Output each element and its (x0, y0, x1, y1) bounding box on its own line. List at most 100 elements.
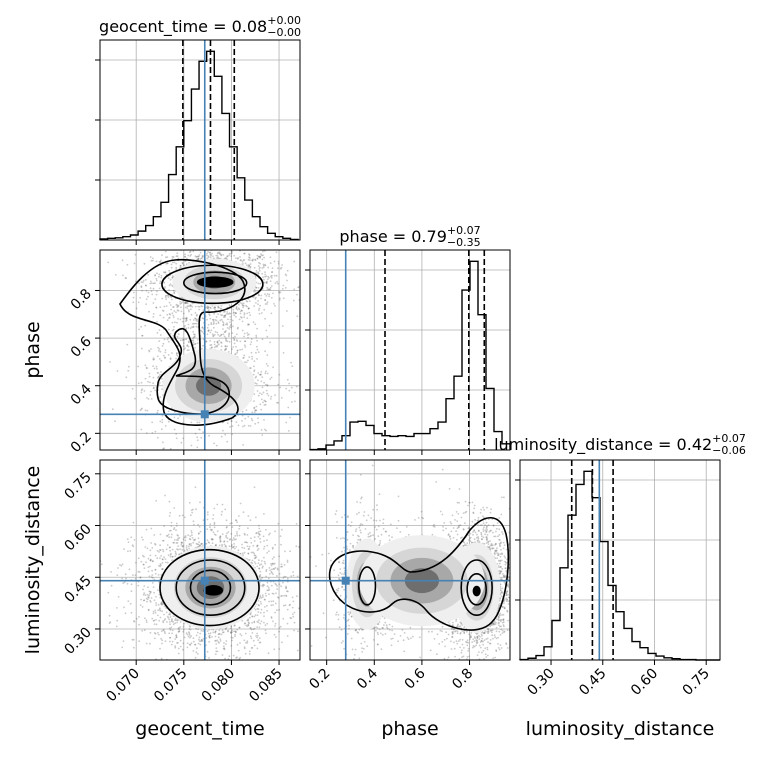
sample-point (255, 375, 258, 378)
sample-point (246, 619, 249, 622)
sample-point (247, 552, 250, 555)
sample-point (176, 309, 179, 312)
sample-point (262, 265, 265, 267)
sample-point (264, 372, 267, 375)
sample-point (230, 636, 233, 639)
sample-point (287, 590, 289, 593)
sample-point (243, 332, 246, 335)
sample-point (275, 274, 278, 277)
sample-point (286, 577, 289, 580)
sample-point (231, 629, 234, 632)
sample-point (182, 630, 185, 633)
sample-point (290, 386, 293, 389)
sample-point (145, 298, 148, 300)
sample-point (230, 252, 233, 255)
sample-point (146, 593, 149, 596)
sample-point (296, 315, 299, 318)
sample-point (206, 254, 208, 257)
sample-point (127, 550, 129, 553)
sample-point (179, 621, 182, 623)
sample-point (257, 282, 260, 285)
sample-point (244, 541, 246, 544)
contour-outer (119, 258, 246, 426)
sample-point (232, 311, 235, 314)
sample-point (268, 295, 270, 298)
sample-point (278, 291, 281, 294)
sample-point (285, 421, 288, 424)
sample-point (183, 516, 186, 519)
sample-point (178, 537, 181, 539)
sample-point (159, 374, 161, 376)
title-prefix: luminosity_distance = (494, 435, 676, 455)
sample-point (200, 305, 203, 307)
sample-point (285, 585, 287, 588)
sample-point (193, 523, 195, 526)
sample-point (288, 382, 290, 385)
sample-point (153, 591, 156, 594)
sample-point (241, 260, 244, 263)
sample-point (288, 389, 291, 392)
sample-point (248, 622, 251, 624)
sample-point (200, 543, 203, 545)
sample-point (238, 657, 241, 660)
sample-point (150, 542, 153, 544)
sample-point (206, 333, 209, 336)
contour-level-2 (161, 264, 264, 305)
sample-point (146, 397, 148, 399)
sample-point (135, 280, 137, 283)
sample-point (224, 657, 227, 660)
sample-point (258, 268, 261, 270)
sample-point (169, 621, 171, 623)
sample-point (191, 323, 194, 325)
sample-point (175, 266, 178, 269)
sample-point (239, 340, 242, 343)
sample-point (189, 327, 192, 330)
sample-point (295, 385, 298, 388)
sample-point (194, 312, 197, 314)
sample-point (259, 570, 262, 573)
sample-point (242, 357, 245, 359)
sample-point (198, 638, 200, 641)
sample-point (265, 363, 268, 365)
sample-point (213, 507, 216, 510)
sample-point (257, 535, 260, 538)
sample-point (226, 311, 229, 313)
sample-point (154, 554, 157, 557)
sample-point (261, 272, 264, 275)
sample-point (275, 251, 278, 254)
sample-point (233, 547, 236, 550)
sample-point (157, 349, 160, 352)
sample-point (249, 267, 252, 269)
sample-point (258, 309, 260, 311)
sample-point (238, 308, 241, 311)
sample-point (241, 309, 244, 312)
sample-point (270, 563, 272, 565)
sample-point (263, 615, 265, 617)
sample-point (183, 536, 186, 539)
sample-point (181, 320, 184, 323)
sample-point (229, 318, 232, 321)
sample-point (222, 324, 225, 327)
sample-point (209, 306, 212, 309)
sample-point (214, 544, 217, 547)
sample-point (256, 327, 258, 330)
sample-point (266, 539, 268, 542)
sample-point (271, 592, 274, 595)
sample-point (271, 274, 273, 277)
sample-point (270, 616, 273, 618)
sample-point (257, 351, 260, 353)
sample-point (161, 642, 163, 645)
sample-point (238, 515, 240, 517)
sample-point (171, 255, 174, 258)
sample-point (150, 348, 152, 350)
sample-point (138, 328, 140, 331)
sample-point (192, 244, 194, 246)
sample-point (189, 628, 192, 631)
sample-point (209, 632, 212, 635)
sample-point (258, 567, 261, 570)
sample-point (232, 308, 235, 311)
sample-point (263, 547, 265, 550)
sample-point (249, 519, 252, 522)
sample-point (207, 256, 210, 259)
sample-point (230, 326, 233, 329)
